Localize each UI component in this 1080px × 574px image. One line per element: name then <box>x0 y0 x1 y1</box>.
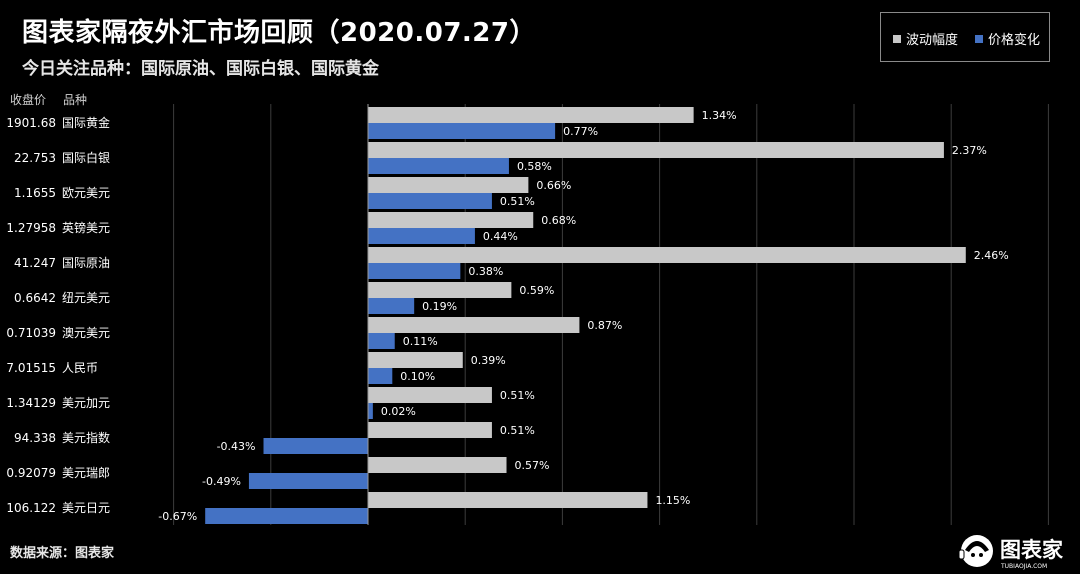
close-price: 0.71039 <box>6 326 56 340</box>
category-label: 美元日元 <box>62 501 110 515</box>
data-label-change: 0.02% <box>381 405 416 418</box>
legend-swatch-volatility <box>893 35 901 43</box>
bar-change <box>368 333 395 349</box>
data-label-change: 0.19% <box>422 300 457 313</box>
data-label-volatility: 2.37% <box>952 144 987 157</box>
category-label: 英镑美元 <box>62 220 110 235</box>
close-price: 1.27958 <box>6 221 56 235</box>
data-label-change: 0.77% <box>563 125 598 138</box>
logo-mascot-icon <box>958 535 993 567</box>
close-price: 106.122 <box>6 501 56 515</box>
bar-volatility <box>368 247 966 263</box>
category-label: 美元指数 <box>62 430 110 445</box>
legend-swatch-change <box>975 35 983 43</box>
data-label-volatility: 0.68% <box>541 214 576 227</box>
bar-change <box>368 123 556 139</box>
bar-volatility <box>368 142 944 158</box>
column-header-name: 品种 <box>63 93 88 107</box>
category-label: 国际白银 <box>62 150 110 165</box>
bar-change <box>368 403 373 419</box>
data-label-volatility: 0.57% <box>515 459 550 472</box>
bar-change <box>368 298 415 314</box>
bar-change <box>248 473 368 489</box>
data-label-change: -0.43% <box>217 440 256 453</box>
legend-label-volatility: 波动幅度 <box>906 33 959 48</box>
bar-change <box>368 263 461 279</box>
legend: 波动幅度 价格变化 <box>880 12 1050 62</box>
bar-change <box>205 508 368 524</box>
data-label-volatility: 2.46% <box>974 249 1009 262</box>
data-label-change: 0.58% <box>517 160 552 173</box>
category-label: 美元加元 <box>62 396 110 410</box>
legend-item-change: 价格变化 <box>975 29 1040 48</box>
data-label-volatility: 0.87% <box>587 319 622 332</box>
close-price: 1901.68 <box>6 116 56 130</box>
bar-volatility <box>368 317 580 333</box>
bar-volatility <box>368 352 463 368</box>
close-price: 1.34129 <box>6 396 56 410</box>
logo-subtext: TUBIAOJIA.COM <box>1000 563 1047 570</box>
data-source: 数据来源：图表家 <box>10 546 115 561</box>
column-header-price: 收盘价 <box>10 93 47 107</box>
bar-volatility <box>368 492 648 508</box>
category-label: 欧元美元 <box>62 186 110 200</box>
bar-volatility <box>368 457 507 473</box>
bar-change <box>368 193 492 209</box>
bar-volatility <box>368 282 512 298</box>
chart-title: 图表家隔夜外汇市场回顾（2020.07.27） <box>22 18 536 48</box>
close-price: 0.6642 <box>14 291 56 305</box>
legend-label-change: 价格变化 <box>988 33 1041 48</box>
category-label: 美元瑞郎 <box>62 466 110 480</box>
data-label-volatility: 0.39% <box>471 354 506 367</box>
category-label: 人民币 <box>62 361 98 375</box>
data-label-volatility: 1.15% <box>655 494 690 507</box>
bar-volatility <box>368 387 492 403</box>
category-label: 澳元美元 <box>62 326 110 340</box>
data-label-change: 0.38% <box>468 265 503 278</box>
data-label-change: 0.10% <box>400 370 435 383</box>
data-label-change: 0.11% <box>403 335 438 348</box>
logo: 图表家 TUBIAOJIA.COM <box>958 535 1064 570</box>
data-label-change: -0.49% <box>202 475 241 488</box>
data-label-change: -0.67% <box>158 510 197 523</box>
category-label: 纽元美元 <box>62 291 110 305</box>
legend-item-volatility: 波动幅度 <box>893 29 958 48</box>
bar-volatility <box>368 177 529 193</box>
close-price: 94.338 <box>14 431 56 445</box>
category-label: 国际黄金 <box>62 115 110 130</box>
bar-volatility <box>368 212 534 228</box>
logo-text: 图表家 <box>1000 538 1064 562</box>
close-price: 22.753 <box>14 151 56 165</box>
close-price: 1.1655 <box>14 186 56 200</box>
close-price: 7.01515 <box>6 361 56 375</box>
bar-volatility <box>368 422 492 438</box>
data-label-volatility: 0.51% <box>500 389 535 402</box>
chart-subtitle: 今日关注品种：国际原油、国际白银、国际黄金 <box>22 59 379 79</box>
data-label-volatility: 0.51% <box>500 424 535 437</box>
category-label: 国际原油 <box>62 256 110 270</box>
data-label-volatility: 1.34% <box>702 109 737 122</box>
close-price: 41.247 <box>14 256 56 270</box>
bar-change <box>368 228 475 244</box>
bar-change <box>368 368 393 384</box>
bar-change <box>263 438 368 454</box>
bar-change <box>368 158 509 174</box>
data-label-change: 0.44% <box>483 230 518 243</box>
data-label-volatility: 0.66% <box>536 179 571 192</box>
bar-volatility <box>368 107 694 123</box>
close-price: 0.92079 <box>6 466 56 480</box>
data-label-change: 0.51% <box>500 195 535 208</box>
data-label-volatility: 0.59% <box>519 284 554 297</box>
